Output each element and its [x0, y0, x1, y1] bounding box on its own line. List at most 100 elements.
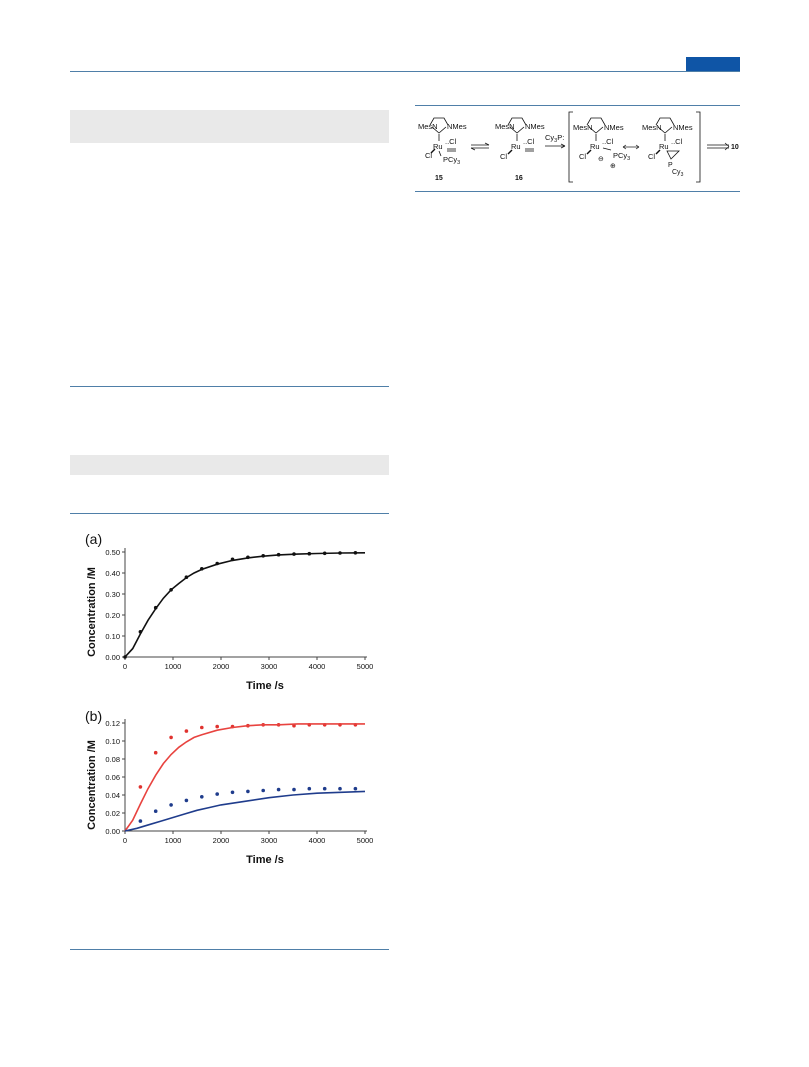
data-point — [184, 729, 189, 733]
bracket-right — [696, 111, 701, 183]
data-point — [153, 809, 158, 813]
data-point — [261, 788, 265, 793]
data-point — [215, 792, 219, 796]
figure-bottom-rule — [70, 949, 389, 950]
y-tick-label: 0.40 — [105, 569, 120, 578]
y-tick-label: 0.06 — [105, 773, 120, 782]
cl-label: ..Cl — [602, 137, 614, 146]
mesn-label: MesN — [418, 122, 438, 131]
reaction-scheme: MesN NMes Ru ..Cl Cl PCy3 15 MesN NMes R… — [418, 111, 739, 183]
x-tick-label: 3000 — [261, 836, 278, 845]
cl-label: Cl — [500, 152, 507, 161]
y-tick-label: 0.20 — [105, 611, 120, 620]
nmes-label: NMes — [525, 122, 545, 131]
y-tick-label: 0.04 — [105, 791, 120, 800]
section-heading-bar — [70, 110, 389, 143]
series-line-1 — [124, 552, 366, 658]
series-line-3 — [124, 790, 366, 832]
scheme-top-rule — [415, 105, 740, 106]
y-axis-label: Concentration /M — [86, 740, 98, 830]
series-line-1 — [124, 723, 365, 832]
concentration-chart-a: (a) Time /s Concentration /M 0.00 0.10 0.2… — [85, 531, 374, 692]
y-tick-label: 0.30 — [105, 590, 120, 599]
compound-15-number: 15 — [435, 175, 443, 182]
pcy3-label: PCy3 — [443, 155, 460, 166]
x-axis-label: Time /s — [246, 854, 284, 866]
nmes-label: NMes — [447, 122, 467, 131]
y-tick-label: 0.10 — [105, 632, 120, 641]
data-point — [307, 786, 312, 791]
y-tick-label: 0.50 — [105, 548, 120, 557]
concentration-chart-b: (b) Time /s Concentration /M 0.00 0.02 0.0… — [85, 708, 374, 866]
cl-label: Cl — [579, 152, 586, 161]
mesn-label: MesN — [642, 123, 662, 132]
y-tick-label: 0.12 — [105, 719, 120, 728]
data-point — [184, 798, 189, 803]
data-point — [215, 724, 219, 729]
header-accent-tab — [686, 57, 740, 71]
panel-label: (a) — [85, 531, 102, 547]
x-tick-label: 5000 — [357, 836, 374, 845]
x-tick-label: 2000 — [213, 662, 230, 671]
x-tick-label: 1000 — [165, 662, 182, 671]
data-point — [200, 795, 204, 799]
compound-16-structure: MesN NMes Ru ..Cl Cl — [495, 117, 545, 161]
scheme-bottom-rule — [415, 191, 740, 192]
x-axis-label: Time /s — [246, 680, 284, 692]
compound-16-number: 16 — [515, 175, 523, 182]
x-tick-label: 1000 — [165, 836, 182, 845]
mesn-label: MesN — [495, 122, 515, 131]
x-tick-label: 5000 — [357, 662, 374, 671]
x-tick-label: 0 — [123, 836, 127, 845]
cl-label: ..Cl — [671, 137, 683, 146]
cl-label: Cl — [425, 151, 432, 160]
ru-label: Ru — [659, 142, 669, 151]
x-tick-label: 4000 — [309, 662, 326, 671]
equilibrium-arrow — [470, 142, 490, 151]
left-column-rule-1 — [70, 386, 389, 387]
nmes-label: NMes — [604, 123, 624, 132]
minus-charge-icon: ⊖ — [598, 156, 604, 163]
x-tick-label: 4000 — [309, 836, 326, 845]
data-point — [353, 786, 358, 791]
compound-15-structure: MesN NMes Ru ..Cl Cl PCy3 — [418, 117, 467, 166]
cl-label: ..Cl — [445, 137, 457, 146]
pcy3-label: PCy3 — [613, 151, 630, 162]
mesn-label: MesN — [573, 123, 593, 132]
data-point — [338, 786, 342, 791]
y-tick-label: 0.02 — [105, 809, 120, 818]
data-point — [246, 789, 250, 794]
data-point — [169, 803, 173, 807]
metallacycle-structure: MesN NMes Ru ..Cl Cl P Cy3 — [642, 117, 693, 178]
ylide-structure: MesN NMes Ru ..Cl Cl ⊖ PCy3 ⊕ — [573, 117, 630, 170]
nmes-label: NMes — [673, 123, 693, 132]
ru-label: Ru — [590, 142, 600, 151]
data-point — [276, 787, 281, 792]
data-point — [153, 750, 158, 755]
cy3p-reagent-label: Cy3P: — [545, 133, 564, 144]
y-tick-label: 0.00 — [105, 653, 120, 662]
ru-label: Ru — [511, 142, 521, 151]
cy3-label: Cy3 — [672, 169, 684, 178]
cl-label: ..Cl — [523, 137, 535, 146]
x-tick-label: 2000 — [213, 836, 230, 845]
p-label: P — [668, 162, 673, 169]
data-point — [169, 735, 173, 740]
data-point — [292, 787, 296, 792]
plus-charge-icon: ⊕ — [610, 163, 616, 170]
y-tick-label: 0.00 — [105, 827, 120, 836]
figure-heading-bar — [70, 455, 389, 475]
data-point — [230, 790, 235, 795]
figure-top-rule — [70, 513, 389, 514]
compound-10-number: 10 — [731, 144, 739, 151]
panel-label: (b) — [85, 708, 102, 724]
ru-label: Ru — [433, 142, 443, 151]
product-arrow — [707, 142, 730, 151]
y-tick-label: 0.08 — [105, 755, 120, 764]
resonance-arrow — [622, 144, 640, 150]
data-point — [138, 785, 143, 789]
x-tick-label: 3000 — [261, 662, 278, 671]
y-tick-label: 0.10 — [105, 737, 120, 746]
data-point — [200, 725, 204, 730]
header-rule — [70, 71, 740, 72]
